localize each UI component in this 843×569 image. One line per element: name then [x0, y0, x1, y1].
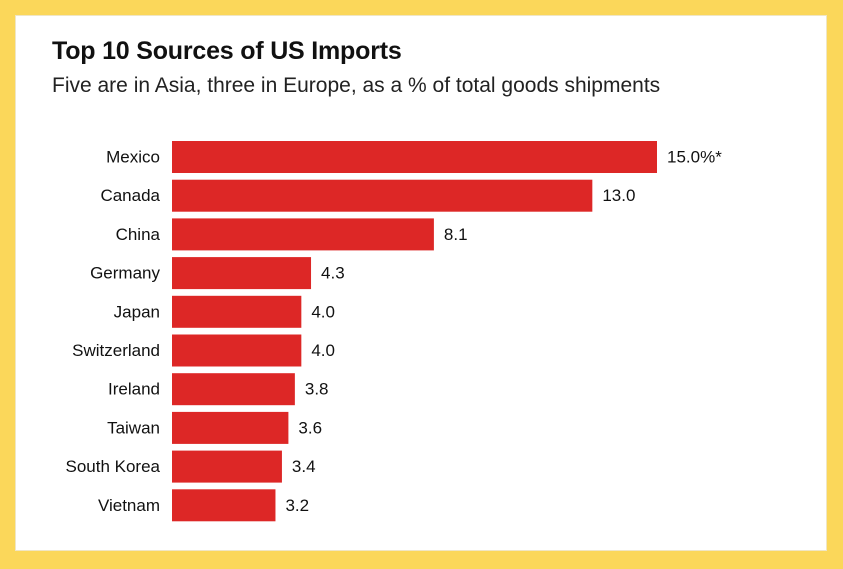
bar-germany — [172, 257, 312, 290]
value-label-south-korea: 3.4 — [292, 457, 316, 476]
bar-japan — [172, 295, 302, 328]
bar-taiwan — [172, 411, 289, 444]
value-label-germany: 4.3 — [321, 264, 345, 283]
chart-title: Top 10 Sources of US Imports — [52, 37, 402, 65]
category-label-switzerland: Switzerland — [72, 341, 160, 360]
bar-chart: Mexico 15.0%* Canada 13.0 China 8.1 Germany 4.3… — [65, 141, 722, 522]
bar-mexico — [172, 141, 657, 173]
chart-subtitle: Five are in Asia, three in Europe, as a … — [52, 74, 661, 97]
category-label-japan: Japan — [114, 302, 160, 321]
category-label-mexico: Mexico — [106, 148, 160, 167]
value-label-vietnam: 3.2 — [285, 496, 309, 515]
category-label-china: China — [116, 225, 161, 244]
category-label-canada: Canada — [100, 186, 160, 205]
chart-card: Top 10 Sources of US Imports Five are in… — [15, 15, 827, 551]
category-label-ireland: Ireland — [108, 380, 160, 399]
category-label-vietnam: Vietnam — [98, 496, 160, 515]
plot-area: Mexico 15.0%* Canada 13.0 China 8.1 Germany 4.3… — [65, 141, 722, 522]
value-label-mexico: 15.0%* — [667, 148, 722, 167]
value-label-canada: 13.0 — [602, 186, 635, 205]
category-label-taiwan: Taiwan — [107, 418, 160, 437]
bar-vietnam — [172, 489, 276, 522]
bar-china — [172, 218, 434, 251]
value-label-china: 8.1 — [444, 225, 468, 244]
category-label-south-korea: South Korea — [65, 457, 160, 476]
bar-ireland — [172, 373, 295, 406]
bar-south-korea — [172, 450, 282, 483]
value-label-japan: 4.0 — [311, 302, 335, 321]
bar-canada — [172, 179, 593, 212]
value-label-switzerland: 4.0 — [311, 341, 335, 360]
bar-switzerland — [172, 334, 302, 367]
value-label-ireland: 3.8 — [305, 380, 329, 399]
category-label-germany: Germany — [90, 264, 160, 283]
value-label-taiwan: 3.6 — [298, 418, 322, 437]
